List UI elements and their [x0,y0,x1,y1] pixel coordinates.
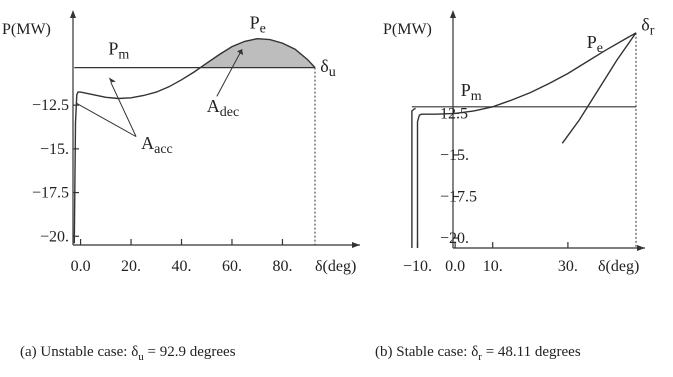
x-tick-label: 20. [121,258,141,275]
x-tick-label: 10. [483,258,503,275]
y-tick-label: −15. [40,141,69,158]
decel-area [200,38,315,68]
x-tick-label: 0.0 [71,258,91,275]
panel-a: P(MW) δ(deg) 0.0 20. 40. 60. 80. −12.5 −15. −17.5… [2,10,360,363]
y-tick-label: −17.5 [440,188,477,205]
series-pe [416,32,637,248]
y-axis-label: P(MW) [383,21,432,38]
annotation-adec: Adec [207,96,239,120]
x-tick-label: −10. [403,258,432,275]
y-axis-arrow [70,10,76,18]
annotation-δu: δu [320,56,335,80]
leader-acc-1 [110,82,137,137]
x-axis-arrow [352,242,360,248]
annotation-δr: δr [641,14,654,38]
y-tick-label: −15. [440,147,469,164]
series-pe [73,37,316,244]
y-tick-label: −20. [40,228,69,245]
annotation-pe: Pe [587,32,603,56]
leader-dec [216,48,243,97]
figure-caption: (b) Stable case: δr = 48.11 degrees [375,344,581,363]
figure-caption: (a) Unstable case: δu = 92.9 degrees [20,344,236,363]
y-tick-label: −17.5 [32,185,69,202]
annotation-pe: Pe [250,12,266,36]
x-axis-label: δ(deg) [598,258,639,275]
series-branch [411,107,416,248]
y-axis-arrow [450,10,456,18]
panel-b: P(MW)δ(deg)−10. 0.0 10. 30.12.5−15.−17.5−20… [375,10,655,363]
annotation-pm: Pm [108,38,129,62]
x-axis-arrow [637,245,645,251]
series-return [561,32,637,144]
y-axis-label: P(MW) [2,21,51,38]
x-tick-label: 30. [558,258,578,275]
annotation-pm: Pm [461,80,482,104]
arrowhead-dec [237,49,244,56]
arrowhead-acc [108,77,116,83]
x-tick-label: 80. [272,258,292,275]
y-tick-label: −12.5 [32,97,69,114]
x-tick-label: 0.0 [445,258,465,275]
annotation-aacc: Aacc [141,133,173,157]
y-tick-label: −20. [440,230,469,247]
x-tick-label: 60. [222,258,242,275]
leader-acc-2 [76,102,137,138]
x-tick-label: 40. [172,258,192,275]
x-axis-label: δ(deg) [315,258,356,275]
